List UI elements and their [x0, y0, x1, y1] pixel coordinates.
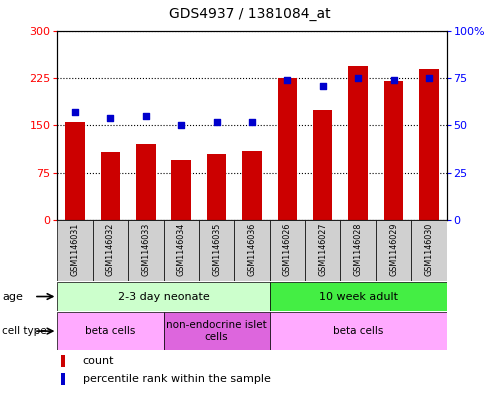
Point — [425, 75, 433, 81]
Bar — [243, 151, 261, 220]
Bar — [235, 220, 269, 281]
Text: GSM1146033: GSM1146033 — [141, 223, 150, 276]
Point — [390, 77, 398, 83]
Point — [71, 109, 79, 115]
Bar — [348, 66, 368, 220]
Bar — [61, 373, 65, 385]
Bar — [57, 220, 93, 281]
Bar — [93, 220, 128, 281]
Text: percentile rank within the sample: percentile rank within the sample — [83, 375, 270, 384]
Bar — [313, 110, 332, 220]
Bar — [305, 220, 340, 281]
Bar — [207, 154, 227, 220]
Point — [106, 115, 114, 121]
Point — [213, 118, 221, 125]
Text: non-endocrine islet
cells: non-endocrine islet cells — [166, 320, 267, 342]
Bar — [340, 220, 376, 281]
Bar — [277, 78, 297, 220]
Bar — [61, 355, 65, 367]
Bar — [57, 312, 164, 350]
Text: GSM1146035: GSM1146035 — [212, 223, 221, 276]
Text: GSM1146029: GSM1146029 — [389, 223, 398, 276]
Text: age: age — [2, 292, 23, 301]
Point — [283, 77, 291, 83]
Text: GSM1146032: GSM1146032 — [106, 223, 115, 276]
Text: beta cells: beta cells — [333, 326, 383, 336]
Text: GSM1146026: GSM1146026 — [283, 223, 292, 276]
Text: GSM1146028: GSM1146028 — [354, 223, 363, 276]
Bar — [164, 220, 199, 281]
Point — [177, 122, 185, 129]
Text: GSM1146031: GSM1146031 — [70, 223, 79, 276]
Bar — [269, 220, 305, 281]
Bar — [136, 144, 156, 220]
Bar — [269, 312, 447, 350]
Bar — [57, 282, 269, 311]
Bar — [164, 312, 269, 350]
Point — [142, 113, 150, 119]
Text: GSM1146036: GSM1146036 — [248, 223, 256, 276]
Text: cell type: cell type — [2, 326, 47, 336]
Bar — [128, 220, 164, 281]
Text: GDS4937 / 1381084_at: GDS4937 / 1381084_at — [169, 7, 330, 21]
Point — [354, 75, 362, 81]
Point — [319, 83, 327, 89]
Bar — [65, 122, 85, 220]
Bar — [419, 69, 439, 220]
Bar — [376, 220, 411, 281]
Bar — [384, 81, 403, 220]
Bar — [101, 152, 120, 220]
Point — [248, 118, 256, 125]
Bar — [199, 220, 235, 281]
Text: 2-3 day neonate: 2-3 day neonate — [118, 292, 210, 301]
Text: GSM1146030: GSM1146030 — [425, 223, 434, 276]
Text: beta cells: beta cells — [85, 326, 136, 336]
Text: GSM1146027: GSM1146027 — [318, 223, 327, 276]
Text: GSM1146034: GSM1146034 — [177, 223, 186, 276]
Text: 10 week adult: 10 week adult — [319, 292, 398, 301]
Text: count: count — [83, 356, 114, 366]
Bar — [269, 282, 447, 311]
Bar — [411, 220, 447, 281]
Bar — [172, 160, 191, 220]
